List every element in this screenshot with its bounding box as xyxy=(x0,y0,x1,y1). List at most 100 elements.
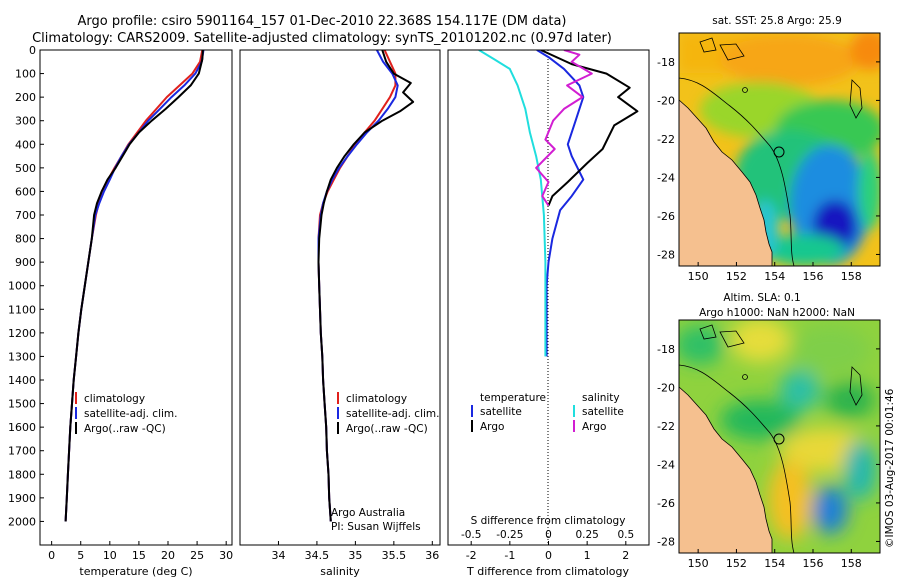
pi-note: PI: Susan Wijffels xyxy=(331,521,421,533)
x-tick-label: 1 xyxy=(584,549,591,562)
t-difference-label: T difference from climatology xyxy=(466,565,629,578)
map-x-tick-label: 152 xyxy=(726,557,747,570)
x-tick-label: 35.5 xyxy=(382,549,407,562)
temperature-xlabel: temperature (deg C) xyxy=(79,565,192,578)
x-tick-label: -2 xyxy=(466,549,477,562)
s-tick-label: -0.5 xyxy=(461,529,482,541)
australia-land xyxy=(679,99,773,266)
y-tick-label: 2000 xyxy=(8,515,36,528)
s-tick-label: 0.5 xyxy=(617,529,634,541)
map-y-tick-label: -18 xyxy=(657,343,675,356)
y-tick-label: 1500 xyxy=(8,398,36,411)
x-tick-label: 5 xyxy=(77,549,84,562)
x-tick-label: 34.5 xyxy=(305,549,330,562)
temperature-frame xyxy=(39,49,233,546)
diff-series-line-3 xyxy=(535,50,593,207)
s-difference-label: S difference from climatology xyxy=(471,515,626,527)
institution-note: Argo Australia xyxy=(331,507,405,519)
bathymetry-contour-reef xyxy=(699,324,745,348)
argo-float-marker xyxy=(773,433,785,445)
map-x-tick-label: 154 xyxy=(764,270,785,283)
salinity-frame xyxy=(239,49,441,546)
s-tick-label: -0.25 xyxy=(496,529,523,541)
sla-map: Altim. SLA: 0.1 Argo h1000: NaN h2000: N… xyxy=(657,292,881,570)
legend-label-t-satellite: satellite xyxy=(480,406,522,418)
map-x-tick-label: 152 xyxy=(726,270,747,283)
y-tick-label: 1300 xyxy=(8,350,36,363)
s-tick-label: 0.25 xyxy=(575,529,598,541)
x-tick-label: 10 xyxy=(103,549,117,562)
series-line-0 xyxy=(64,50,204,522)
y-tick-label: 300 xyxy=(15,115,36,128)
y-tick-label: 0 xyxy=(29,44,36,57)
x-tick-label: 0 xyxy=(545,549,552,562)
series-line-2 xyxy=(317,50,415,522)
credit-text: ©IMOS 03-Aug-2017 00:01:46 xyxy=(884,388,896,548)
y-tick-label: 900 xyxy=(15,256,36,269)
diff-series-line-2 xyxy=(478,50,547,357)
map-y-tick-label: -22 xyxy=(657,133,675,146)
map-y-tick-label: -22 xyxy=(657,420,675,433)
series-line-1 xyxy=(64,50,205,522)
x-tick-label: 15 xyxy=(132,549,146,562)
sst-map-frame xyxy=(678,32,881,267)
legend-label-satellite: satellite-adj. clim. xyxy=(84,408,177,420)
sla-map-frame xyxy=(678,319,881,554)
map-x-tick-label: 156 xyxy=(803,270,824,283)
x-tick-label: -1 xyxy=(504,549,515,562)
series-line-1 xyxy=(317,50,399,522)
y-tick-label: 600 xyxy=(15,185,36,198)
map-y-tick-label: -26 xyxy=(657,497,675,510)
map-y-tick-label: -24 xyxy=(657,171,675,184)
legend-head-temperature: temperature xyxy=(480,392,546,404)
legend-label-argo: Argo(..raw -QC) xyxy=(346,423,428,435)
diff-series-line-1 xyxy=(540,50,639,206)
legend-label-climatology: climatology xyxy=(346,393,407,405)
bathymetry-contour xyxy=(679,77,795,266)
sla-map-title: Altim. SLA: 0.1 xyxy=(723,292,800,304)
y-tick-label: 1400 xyxy=(8,374,36,387)
x-tick-label: 30 xyxy=(219,549,233,562)
difference-legend: temperature salinity satellite Argo sate… xyxy=(471,392,624,433)
map-x-tick-label: 150 xyxy=(688,557,709,570)
diff-series-line-0 xyxy=(536,50,585,357)
y-tick-label: 200 xyxy=(15,91,36,104)
legend-label-s-argo: Argo xyxy=(582,421,606,433)
map-y-tick-label: -20 xyxy=(657,94,675,107)
sst-map-title: sat. SST: 25.8 Argo: 25.9 xyxy=(712,15,842,27)
y-tick-label: 400 xyxy=(15,138,36,151)
legend-label-climatology: climatology xyxy=(84,393,145,405)
legend-label-t-argo: Argo xyxy=(480,421,504,433)
y-tick-label: 1700 xyxy=(8,445,36,458)
map-x-tick-label: 158 xyxy=(841,270,862,283)
temperature-panel: 0 5 10 15 20 25 30 0 100 200 300 400 500 600 700 800 90… xyxy=(8,44,233,578)
island-marker xyxy=(742,374,748,380)
bathymetry-contour-chesterfield xyxy=(849,366,863,406)
map-y-tick-label: -28 xyxy=(657,248,675,261)
y-tick-label: 1800 xyxy=(8,468,36,481)
x-tick-label: 36 xyxy=(425,549,439,562)
x-tick-label: 34 xyxy=(271,549,285,562)
difference-panel: -2 -1 0 1 2 -0.5 -0.25 0 0.25 0.5 S difference f… xyxy=(447,49,650,578)
legend-label-argo: Argo(..raw -QC) xyxy=(84,423,166,435)
map-y-tick-label: -24 xyxy=(657,458,675,471)
y-tick-label: 500 xyxy=(15,162,36,175)
x-tick-label: 25 xyxy=(190,549,204,562)
x-tick-label: 20 xyxy=(161,549,175,562)
figure-title: Argo profile: csiro 5901164_157 01-Dec-2… xyxy=(78,14,567,29)
x-tick-label: 2 xyxy=(622,549,629,562)
map-y-tick-label: -26 xyxy=(657,210,675,223)
salinity-panel: 34 34.5 35 35.5 36 salinity climatology sate… xyxy=(239,49,441,578)
x-tick-label: 0 xyxy=(48,549,55,562)
legend-head-salinity: salinity xyxy=(582,392,620,404)
x-tick-label: 35 xyxy=(348,549,362,562)
y-tick-label: 1200 xyxy=(8,327,36,340)
map-x-tick-label: 158 xyxy=(841,557,862,570)
salinity-legend: climatology satellite-adj. clim. Argo(..… xyxy=(337,392,439,435)
figure-subtitle: Climatology: CARS2009. Satellite-adjuste… xyxy=(32,31,612,46)
bathymetry-contour-reef xyxy=(699,37,745,61)
map-x-tick-label: 150 xyxy=(688,270,709,283)
series-line-2 xyxy=(64,50,204,522)
map-y-tick-label: -20 xyxy=(657,381,675,394)
